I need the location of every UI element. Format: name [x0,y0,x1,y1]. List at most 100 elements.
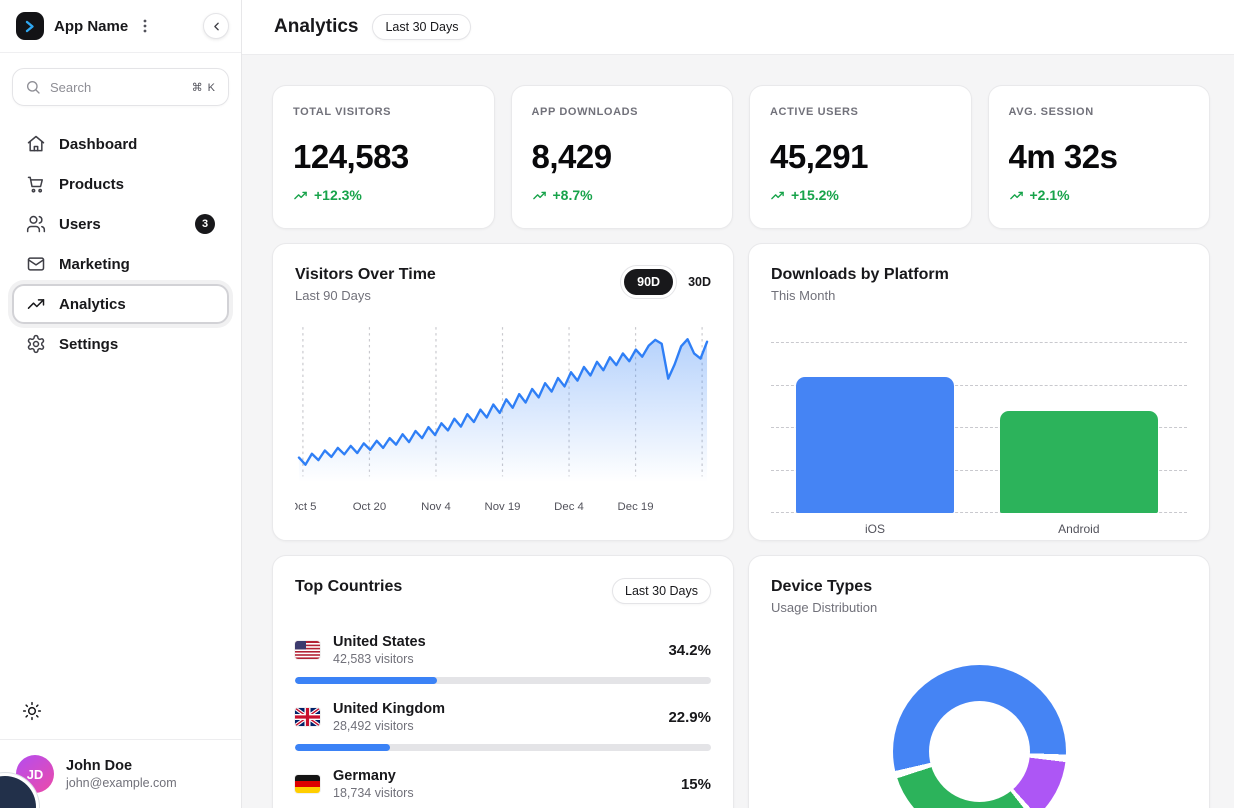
bar-ios [795,377,955,513]
sidebar-item-dashboard[interactable]: Dashboard [12,124,229,164]
us-flag-icon [295,641,320,659]
chart-title: Visitors Over Time [295,266,436,283]
trend-up-icon [294,191,307,199]
app-logo [16,12,44,40]
gridline [771,427,1187,428]
sidebar-item-users[interactable]: Users 3 [12,204,229,244]
stat-card-avg-session: AVG. SESSION 4m 32s +2.1% [987,85,1210,229]
stat-delta: +2.1% [1009,187,1190,203]
chart-subtitle: Usage Distribution [771,600,878,615]
stat-value: 124,583 [293,138,409,175]
sidebar-header: App Name [0,0,241,53]
sidebar-item-label: Marketing [59,255,130,273]
country-fill-0 [295,677,438,684]
user-name: John Doe [66,758,133,774]
stat-card-active-users: ACTIVE USERS 45,291 +15.2% [749,85,972,229]
de-flag-icon [295,775,320,793]
uk-flag-icon [295,708,320,726]
sidebar-item-marketing[interactable]: Marketing [12,244,229,284]
trending-up-icon [26,294,46,314]
search-input[interactable] [50,79,183,95]
countries-range-pill[interactable]: Last 30 Days [612,578,711,604]
country-name: United Kingdom [333,701,445,717]
top-countries-card: Top Countries Last 30 Days [272,555,734,808]
sidebar-item-products[interactable]: Products [12,164,229,204]
sidebar-item-label: Dashboard [59,135,138,153]
stat-value: 8,429 [531,138,613,175]
bar-axis-labels: iOS Android [771,522,1187,538]
gridline [771,342,1187,343]
bar-android [999,411,1158,513]
device-types-donut-chart [892,665,1066,808]
home-icon [26,134,46,154]
chevron-left-icon [213,22,219,30]
country-progress-track [295,677,711,684]
sidebar: App Name ⌘ K Dashboard [0,0,242,808]
visitors-line-chart: Oct 5 Oct 20 Nov 4 Nov 19 Dec 4 Dec 19 [295,327,709,513]
country-visitors: 42,583 visitors [333,652,414,666]
stat-label: APP DOWNLOADS [531,106,639,118]
trend-up-icon [771,191,784,199]
users-icon [26,214,46,234]
stat-label: AVG. SESSION [1008,106,1094,118]
country-row: Germany 18,734 visitors 15% [295,768,711,808]
sidebar-item-settings[interactable]: Settings [12,324,229,364]
page-header: Analytics Last 30 Days [242,0,1234,55]
main-area: Analytics Last 30 Days TOTAL VISITORS 12… [242,0,1234,808]
search-shortcut: ⌘ K [191,81,216,94]
sidebar-collapse-button[interactable] [203,13,229,39]
chart-title: Top Countries [295,578,403,595]
country-row: United States 42,583 visitors 34.2% [295,634,711,684]
range-toggle: 90D 30D [621,266,711,298]
country-percent: 15% [680,775,711,793]
svg-text:Oct 20: Oct 20 [353,501,386,513]
svg-text:Dec 19: Dec 19 [618,501,654,513]
sidebar-item-label: Products [59,175,125,193]
sidebar-item-analytics[interactable]: Analytics [12,284,229,324]
cart-icon [26,174,46,194]
sidebar-nav: Dashboard Products Users 3 [0,116,241,364]
bar-label-ios: iOS [864,522,885,536]
country-fill-1 [295,744,391,751]
toggle-30d[interactable]: 30D [688,275,711,289]
country-visitors: 18,734 visitors [333,786,414,800]
gridline [771,470,1187,471]
chart-title: Downloads by Platform [771,266,949,283]
kebab-menu-icon[interactable] [136,17,154,35]
terminal-prompt-icon [25,20,34,32]
stat-card-total-visitors: TOTAL VISITORS 124,583 +12.3% [272,85,495,229]
svg-text:Nov 19: Nov 19 [485,501,521,513]
date-range-pill[interactable]: Last 30 Days [372,14,472,40]
stat-label: TOTAL VISITORS [293,106,392,118]
country-visitors: 28,492 visitors [333,719,414,733]
user-profile[interactable]: JD John Doe john@example.com [0,739,241,808]
country-progress-track [295,744,711,751]
theme-toggle-button[interactable] [22,701,44,723]
gridline [771,512,1187,513]
stat-label: ACTIVE USERS [770,106,859,118]
country-name: Germany [333,768,396,784]
toggle-90d[interactable]: 90D [621,266,677,298]
stat-card-app-downloads: APP DOWNLOADS 8,429 +8.7% [510,85,733,229]
sidebar-item-label: Analytics [59,295,126,313]
sun-icon [22,701,42,721]
search-icon [27,81,40,94]
visitors-over-time-card: Visitors Over Time Last 90 Days 90D 30D … [272,243,734,541]
users-count-badge: 3 [195,214,215,234]
sidebar-item-label: Users [59,215,101,233]
country-row: United Kingdom 28,492 visitors 22.9% [295,701,711,751]
stat-delta: +15.2% [770,187,951,203]
device-types-card: Device Types Usage Distribution [748,555,1210,808]
country-percent: 22.9% [668,708,711,726]
bar-label-android: Android [1058,522,1100,536]
mail-icon [26,254,46,274]
trend-up-icon [532,191,546,199]
sidebar-item-label: Settings [59,335,119,353]
page-title: Analytics [274,16,359,37]
content: TOTAL VISITORS 124,583 +12.3% APP DOWNLO… [242,55,1234,808]
trend-up-icon [1009,191,1023,199]
user-email: john@example.com [66,776,177,790]
country-percent: 34.2% [668,641,711,659]
search-box[interactable]: ⌘ K [12,68,229,106]
chart-title: Device Types [771,578,873,595]
